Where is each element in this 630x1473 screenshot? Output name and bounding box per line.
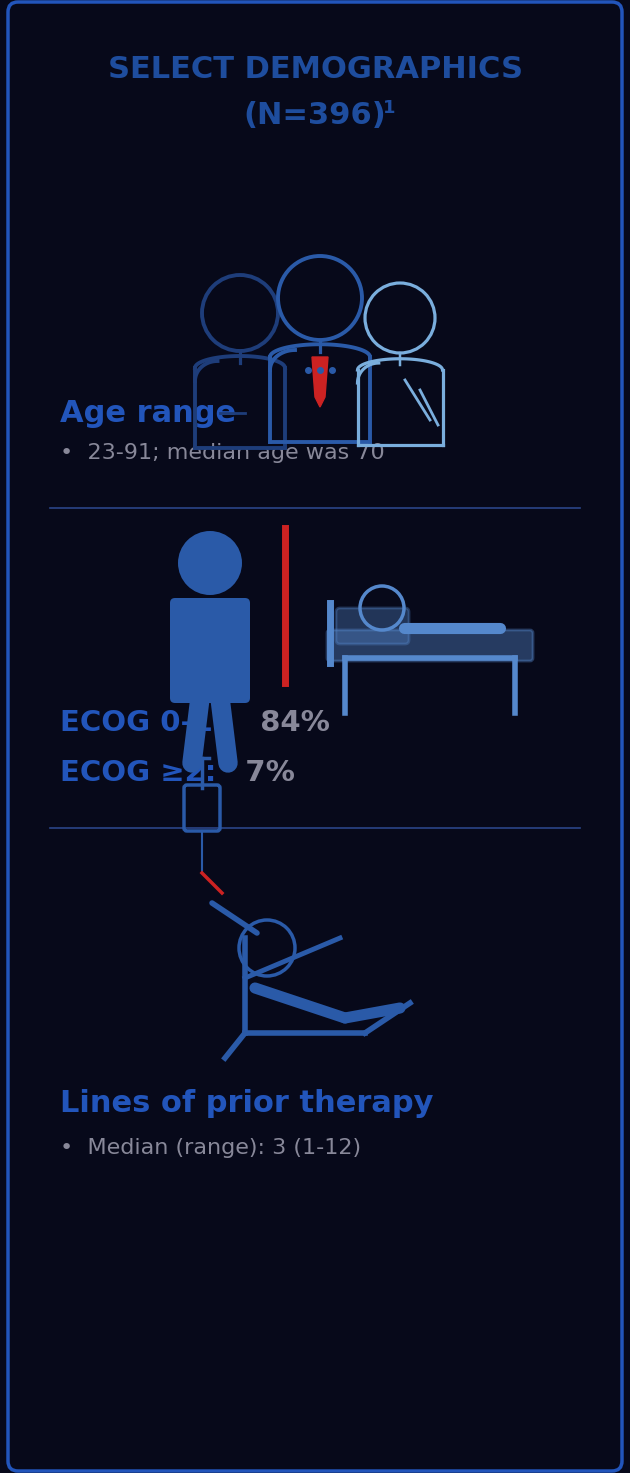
Text: •  23-91; median age was 70: • 23-91; median age was 70 [60,443,385,463]
Text: Lines of prior therapy: Lines of prior therapy [60,1089,433,1118]
FancyBboxPatch shape [170,598,250,703]
Text: Age range: Age range [60,399,236,427]
FancyBboxPatch shape [8,1,622,1472]
Text: SELECT DEMOGRAPHICS: SELECT DEMOGRAPHICS [108,56,522,84]
Text: ECOG ≥2:: ECOG ≥2: [60,759,216,787]
Circle shape [178,530,242,595]
FancyBboxPatch shape [336,608,409,644]
Polygon shape [312,356,328,407]
Text: 7%: 7% [225,759,295,787]
Text: •  Median (range): 3 (1-12): • Median (range): 3 (1-12) [60,1139,361,1158]
Text: 84%: 84% [240,709,330,736]
FancyBboxPatch shape [327,630,533,661]
Text: ECOG 0-1:: ECOG 0-1: [60,709,224,736]
Text: 1: 1 [383,99,396,116]
Text: (N=396): (N=396) [244,100,386,130]
